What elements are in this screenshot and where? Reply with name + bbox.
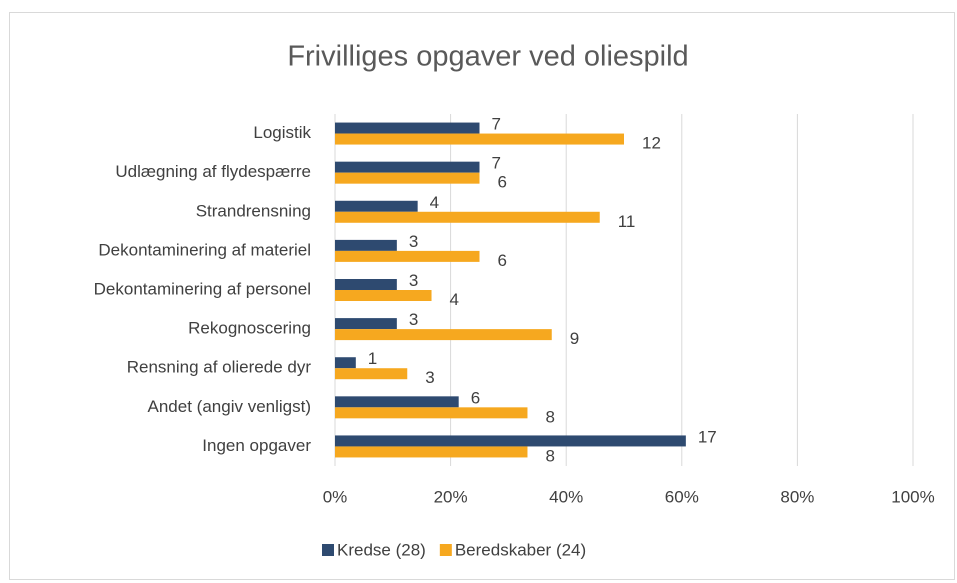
data-label: 12 bbox=[642, 134, 661, 153]
bar bbox=[335, 172, 480, 184]
bar bbox=[335, 279, 397, 290]
data-label: 3 bbox=[409, 271, 418, 290]
bar bbox=[335, 407, 528, 419]
y-tick-label: Strandrensning bbox=[196, 201, 311, 220]
chart-title: Frivilliges opgaver ved oliespild bbox=[287, 41, 688, 73]
bar bbox=[335, 161, 480, 173]
y-tick-label: Andet (angiv venligst) bbox=[148, 397, 311, 416]
bar bbox=[335, 357, 356, 369]
bar bbox=[335, 368, 408, 380]
bar bbox=[335, 122, 480, 134]
data-label: 3 bbox=[409, 232, 418, 251]
data-label: 4 bbox=[430, 193, 439, 212]
y-tick-label: Logistik bbox=[253, 123, 311, 142]
x-tick-label: 0% bbox=[323, 487, 348, 506]
bar bbox=[335, 396, 459, 408]
data-label: 4 bbox=[450, 290, 459, 309]
bar bbox=[335, 250, 480, 262]
x-tick-label: 80% bbox=[780, 487, 814, 506]
y-tick-label: Dekontaminering af materiel bbox=[98, 240, 311, 259]
bar bbox=[335, 239, 397, 251]
bar bbox=[335, 318, 397, 330]
bar bbox=[335, 329, 552, 341]
data-label: 9 bbox=[570, 329, 579, 348]
data-label: 6 bbox=[471, 388, 480, 407]
bar bbox=[335, 211, 600, 223]
data-label: 17 bbox=[698, 427, 717, 446]
data-label: 11 bbox=[618, 212, 636, 231]
data-label: 8 bbox=[545, 407, 554, 426]
y-tick-label: Ingen opgaver bbox=[202, 436, 311, 455]
data-label: 7 bbox=[492, 115, 501, 134]
x-tick-label: 100% bbox=[891, 487, 934, 506]
y-tick-label: Udlægning af flydespærre bbox=[115, 162, 311, 181]
y-tick-label: Rensning af olierede dyr bbox=[127, 358, 312, 377]
bar bbox=[335, 290, 432, 301]
y-tick-label: Rekognoscering bbox=[188, 319, 311, 338]
bar bbox=[335, 133, 624, 145]
data-label: 7 bbox=[492, 154, 501, 173]
bar bbox=[335, 446, 528, 458]
data-label: 1 bbox=[368, 349, 377, 368]
data-label: 3 bbox=[425, 368, 434, 387]
legend-swatch bbox=[322, 544, 334, 556]
legend-label: Kredse (28) bbox=[337, 540, 426, 559]
data-label: 6 bbox=[498, 173, 507, 192]
bar bbox=[335, 435, 686, 447]
data-label: 3 bbox=[409, 310, 418, 329]
x-tick-label: 40% bbox=[549, 487, 583, 506]
x-tick-label: 60% bbox=[665, 487, 699, 506]
y-tick-label: Dekontaminering af personel bbox=[94, 279, 311, 298]
bar bbox=[335, 200, 418, 212]
legend-label: Beredskaber (24) bbox=[455, 540, 586, 559]
legend-swatch bbox=[439, 544, 452, 556]
x-tick-label: 20% bbox=[434, 487, 468, 506]
data-label: 6 bbox=[498, 251, 507, 270]
data-label: 8 bbox=[545, 446, 554, 465]
